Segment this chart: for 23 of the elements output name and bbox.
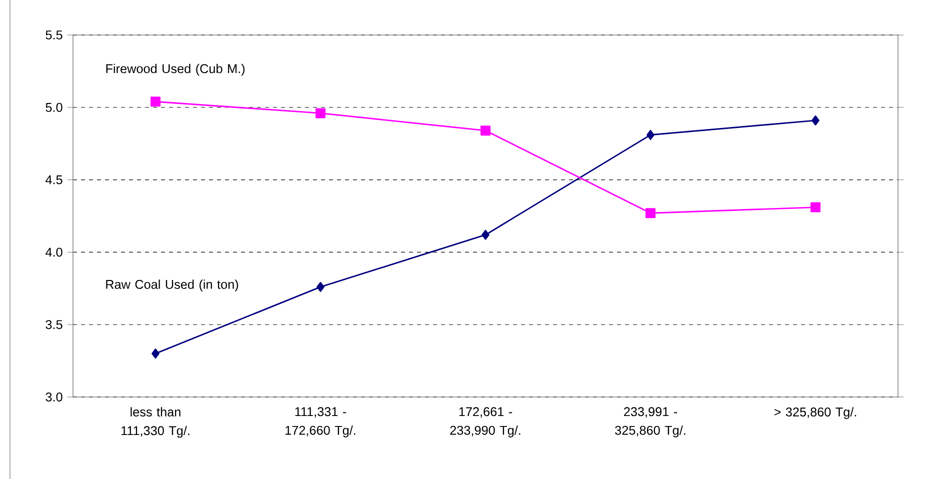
text: Firewood Used (Cub M.): [106, 64, 245, 76]
x-tick-label: 111,331 - 172,660 Tg/.: [286, 407, 356, 438]
x-tick-label: 233,991 - 325,860 Tg/.: [615, 407, 686, 438]
point: [316, 108, 326, 118]
point: [646, 130, 654, 140]
point: [480, 126, 491, 136]
text: Raw Coal Used (in ton): [106, 280, 238, 292]
point: [646, 208, 656, 218]
x-tick-label: less than 111,330 Tg/.: [121, 407, 190, 438]
y-tick-label: 5.5: [46, 30, 62, 40]
y-tick-label: 5.0: [46, 102, 62, 112]
y-tick-label: 4.0: [46, 248, 62, 257]
x-tick-label: > 325,860 Tg/.: [774, 407, 856, 419]
point: [482, 230, 490, 240]
point: [812, 115, 820, 126]
y-tick-label: 3.0: [46, 392, 62, 402]
y-tick-label: 4.5: [46, 175, 62, 184]
x-tick-label: 172,661 - 233,990 Tg/.: [450, 407, 520, 438]
point: [316, 282, 324, 292]
point: [152, 348, 160, 359]
point: [810, 202, 820, 212]
y-tick-label: 3.5: [46, 320, 62, 330]
point: [150, 96, 161, 107]
